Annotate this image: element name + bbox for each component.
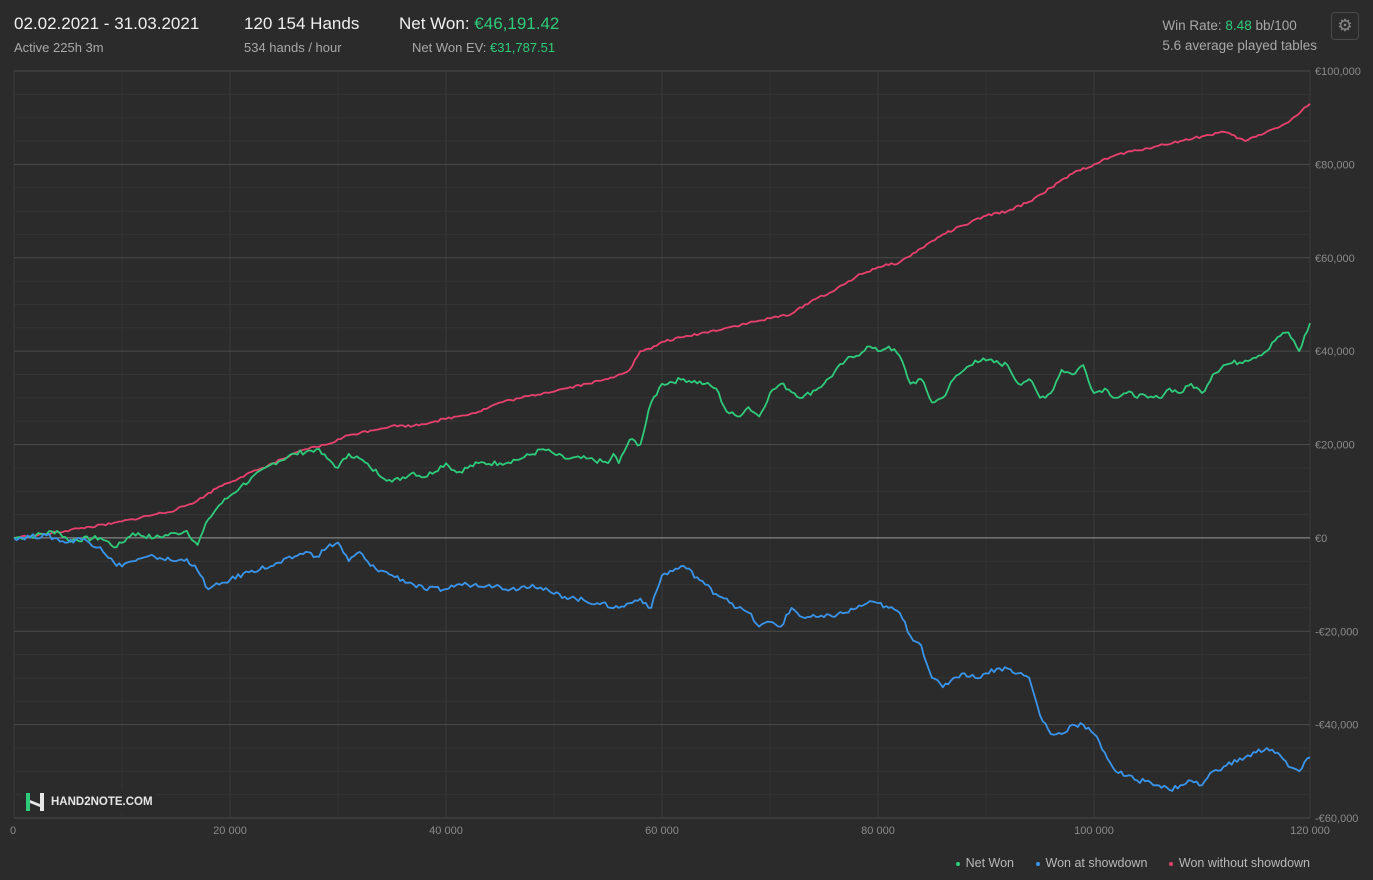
grid <box>13 70 1311 819</box>
legend-label: Won without showdown <box>1178 856 1310 870</box>
x-tick-label: 0 <box>10 825 16 837</box>
y-tick-label: €0 <box>1315 533 1327 545</box>
y-axis-labels: €100,000 €80,000 €60,000 €40,000 €20,000 €0 -€… <box>1315 66 1361 825</box>
logo-text: HAND2NOTE.COM <box>51 796 153 808</box>
win-rate: Win Rate: 8.48 bb/100 <box>1162 16 1317 36</box>
hands-per-hour: 534 hands / hour <box>244 40 342 55</box>
logo: HAND2NOTE.COM <box>22 790 156 814</box>
active-time: Active 225h 3m <box>14 40 104 55</box>
net-won-ev: Net Won EV: €31,787.51 <box>399 40 559 55</box>
y-tick-label: €100,000 <box>1315 66 1361 78</box>
hand2note-logo-icon <box>25 792 45 812</box>
x-tick-label: 120 000 <box>1290 825 1330 837</box>
series-line-1 <box>13 532 1311 792</box>
date-block: 02.02.2021 - 31.03.2021 Active 225h 3m <box>14 14 199 55</box>
hands-count: 120 154 Hands <box>244 14 360 33</box>
legend-dot <box>1168 861 1173 866</box>
net-won-ev-label: Net Won EV: <box>412 40 487 55</box>
y-tick-label: €80,000 <box>1315 159 1355 171</box>
y-tick-label: -€20,000 <box>1315 626 1358 638</box>
y-tick-label: -€40,000 <box>1315 720 1358 732</box>
y-tick-label: €20,000 <box>1315 440 1355 452</box>
net-won: Net Won: €46,191.42 <box>399 14 559 34</box>
header: 02.02.2021 - 31.03.2021 Active 225h 3m 1… <box>0 0 1373 64</box>
x-tick-label: 40 000 <box>429 825 463 837</box>
legend-item-net-won[interactable]: Net Won <box>955 856 1015 870</box>
stats-block: Win Rate: 8.48 bb/100 5.6 average played… <box>1162 16 1317 56</box>
y-tick-label: €60,000 <box>1315 253 1355 265</box>
gear-icon[interactable]: ⚙ <box>1331 12 1359 40</box>
avg-tables: 5.6 average played tables <box>1162 38 1317 53</box>
legend-item-non-showdown[interactable]: Won without showdown <box>1168 856 1310 870</box>
x-tick-label: 60 000 <box>645 825 679 837</box>
x-axis-labels: 0 20 000 40 000 60 000 80 000 100 000 120 000 <box>10 825 1330 837</box>
date-range[interactable]: 02.02.2021 - 31.03.2021 <box>14 14 200 33</box>
legend: Net Won Won at showdown Won without show… <box>938 856 1310 870</box>
legend-dot <box>955 861 960 866</box>
win-rate-value: 8.48 <box>1225 18 1252 33</box>
hands-block: 120 154 Hands 534 hands / hour <box>244 14 359 55</box>
series-lines <box>13 103 1311 792</box>
net-won-label: Net Won: <box>399 14 470 33</box>
net-won-ev-value: €31,787.51 <box>490 40 556 55</box>
net-won-value: €46,191.42 <box>474 14 560 33</box>
series-line-2 <box>13 103 1311 539</box>
x-tick-label: 100 000 <box>1074 825 1114 837</box>
x-tick-label: 80 000 <box>861 825 895 837</box>
legend-label: Won at showdown <box>1045 856 1148 870</box>
series-line-0 <box>13 322 1311 549</box>
win-rate-unit: bb/100 <box>1255 18 1297 33</box>
y-tick-label: -€60,000 <box>1315 813 1358 825</box>
net-won-block: Net Won: €46,191.42 Net Won EV: €31,787.… <box>399 14 559 55</box>
legend-item-showdown[interactable]: Won at showdown <box>1035 856 1148 870</box>
win-rate-label: Win Rate: <box>1162 18 1222 33</box>
legend-label: Net Won <box>965 856 1015 870</box>
y-tick-label: €40,000 <box>1315 346 1355 358</box>
x-tick-label: 20 000 <box>213 825 247 837</box>
legend-dot <box>1035 861 1040 866</box>
